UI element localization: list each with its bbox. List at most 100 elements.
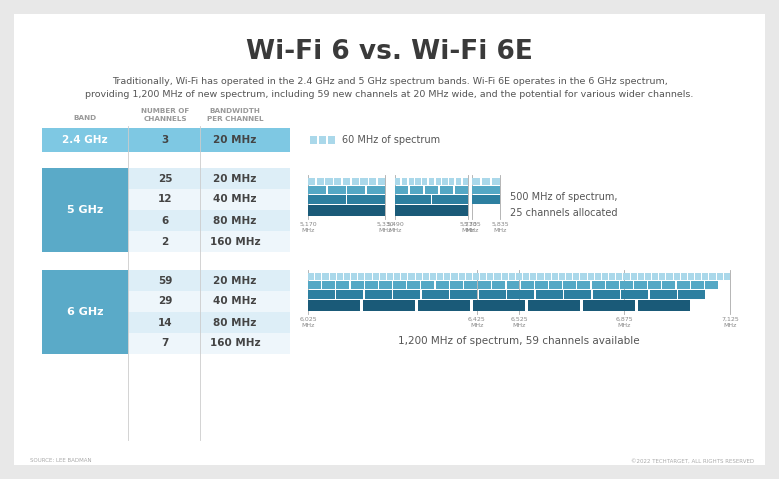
Bar [580, 273, 587, 280]
Bar [432, 195, 468, 204]
Bar [606, 281, 619, 289]
Bar [492, 178, 500, 185]
Bar [705, 281, 718, 289]
Text: 6,875
MHz: 6,875 MHz [615, 317, 633, 328]
Bar [449, 281, 463, 289]
Bar [422, 178, 428, 185]
Text: 20 MHz: 20 MHz [213, 135, 257, 145]
Text: 6: 6 [161, 216, 168, 226]
Bar [323, 273, 329, 280]
Text: 500 MHz of spectrum,
25 channels allocated: 500 MHz of spectrum, 25 channels allocat… [510, 192, 618, 218]
Bar [418, 300, 471, 311]
Bar [593, 290, 619, 299]
Bar [703, 273, 708, 280]
Bar [344, 273, 350, 280]
Bar [326, 178, 333, 185]
Bar [407, 281, 420, 289]
Bar [435, 178, 441, 185]
Text: 7: 7 [161, 339, 169, 349]
Bar [308, 195, 346, 204]
Bar [466, 273, 472, 280]
Bar [317, 178, 324, 185]
Text: 12: 12 [158, 194, 172, 205]
Bar [479, 290, 506, 299]
Bar [308, 290, 335, 299]
Bar [674, 273, 680, 280]
Bar [530, 273, 537, 280]
Bar [408, 273, 414, 280]
Text: 2.4 GHz: 2.4 GHz [62, 135, 108, 145]
Bar [372, 273, 379, 280]
Text: 5,330
MHz: 5,330 MHz [376, 222, 394, 233]
Bar [421, 281, 435, 289]
Bar [536, 290, 562, 299]
Bar [492, 281, 506, 289]
Bar [351, 178, 359, 185]
Bar [459, 273, 465, 280]
Bar [328, 136, 335, 144]
Text: ©2022 TECHTARGET, ALL RIGHTS RESERVED: ©2022 TECHTARGET, ALL RIGHTS RESERVED [631, 458, 754, 464]
Bar [645, 273, 651, 280]
Bar [472, 186, 500, 194]
Bar [378, 178, 385, 185]
Bar [408, 178, 414, 185]
Bar [487, 273, 493, 280]
Bar [367, 186, 385, 194]
Text: 160 MHz: 160 MHz [210, 237, 260, 247]
Bar [128, 168, 290, 189]
Bar [695, 273, 701, 280]
Bar [128, 291, 290, 312]
Text: 5,735
MHz: 5,735 MHz [464, 222, 481, 233]
Bar [42, 270, 128, 354]
Bar [395, 195, 431, 204]
Bar [473, 300, 525, 311]
Bar [559, 273, 565, 280]
Bar [308, 205, 385, 216]
Bar [395, 186, 408, 194]
Bar [361, 178, 368, 185]
Bar [545, 273, 551, 280]
Bar [482, 178, 490, 185]
Text: Wi-Fi 6 vs. Wi-Fi 6E: Wi-Fi 6 vs. Wi-Fi 6E [246, 39, 533, 65]
Bar [315, 273, 322, 280]
Bar [616, 273, 622, 280]
Bar [563, 281, 576, 289]
Bar [451, 273, 457, 280]
Bar [379, 273, 386, 280]
Bar [319, 136, 326, 144]
Bar [527, 300, 580, 311]
Bar [308, 178, 315, 185]
Bar [425, 186, 439, 194]
Text: BANDWIDTH
PER CHANNEL: BANDWIDTH PER CHANNEL [206, 108, 263, 122]
Bar [422, 290, 449, 299]
Text: 6,425
MHz: 6,425 MHz [468, 317, 485, 328]
Bar [42, 128, 290, 152]
Bar [393, 290, 421, 299]
Bar [369, 178, 376, 185]
Bar [402, 178, 407, 185]
Text: 5,170
MHz: 5,170 MHz [299, 222, 317, 233]
Bar [42, 168, 128, 252]
Text: 6,025
MHz: 6,025 MHz [299, 317, 317, 328]
Text: Traditionally, Wi-Fi has operated in the 2.4 GHz and 5 GHz spectrum bands. Wi-Fi: Traditionally, Wi-Fi has operated in the… [86, 77, 693, 100]
Bar [662, 281, 675, 289]
Text: 59: 59 [158, 275, 172, 285]
Bar [495, 273, 501, 280]
Text: 5,490
MHz: 5,490 MHz [386, 222, 404, 233]
Bar [520, 281, 534, 289]
Text: 7,125
MHz: 7,125 MHz [721, 317, 738, 328]
Bar [435, 281, 449, 289]
Text: 25: 25 [158, 173, 172, 183]
Bar [691, 281, 703, 289]
Bar [587, 273, 594, 280]
Bar [464, 281, 477, 289]
Bar [393, 281, 406, 289]
Bar [602, 273, 608, 280]
Bar [128, 333, 290, 354]
Bar [456, 178, 461, 185]
Bar [387, 273, 393, 280]
Bar [450, 290, 478, 299]
Text: 20 MHz: 20 MHz [213, 173, 257, 183]
Text: 6 GHz: 6 GHz [67, 307, 104, 317]
Text: 20 MHz: 20 MHz [213, 275, 257, 285]
